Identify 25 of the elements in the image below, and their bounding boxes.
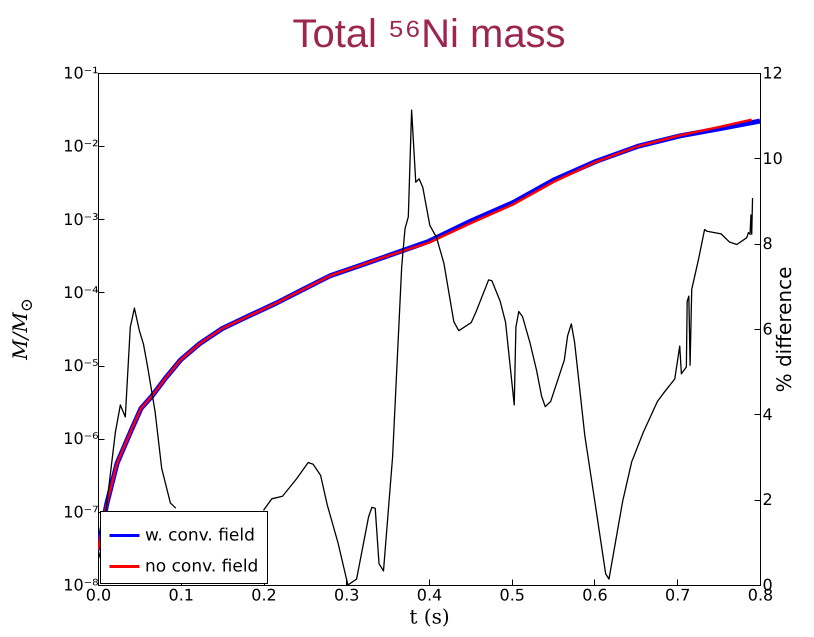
- y-tick-label: 10⁻³: [63, 210, 98, 229]
- y2-tick-label: 10: [762, 148, 783, 168]
- chart-title: Total ⁵⁶Ni mass: [292, 12, 566, 56]
- y-tick-label: 10⁻⁶: [63, 429, 98, 448]
- y2-tick-label: 12: [762, 64, 783, 82]
- x-tick-label: 0.2: [251, 586, 277, 604]
- y-tick-label: 10⁻⁵: [63, 356, 98, 376]
- legend-label: w. conv. field: [145, 526, 255, 546]
- legend-label: no conv. field: [145, 556, 258, 576]
- y2-tick-label: 8: [762, 234, 773, 254]
- x-tick-label: 0.5: [500, 586, 525, 604]
- x-axis-title: t (s): [409, 604, 450, 628]
- y2-tick-label: 4: [762, 404, 773, 424]
- y-tick-label: 10⁻⁷: [63, 502, 98, 522]
- y2-axis-title: % difference: [772, 266, 796, 392]
- y-tick-label: 10⁻¹: [63, 64, 98, 82]
- x-tick-label: 0.1: [168, 586, 194, 604]
- x-tick-label: 0.7: [665, 586, 690, 604]
- x-tick-label: 0.3: [334, 586, 360, 604]
- y-tick-label: 10⁻²: [63, 136, 98, 156]
- y2-tick-label: 2: [762, 490, 773, 510]
- y2-tick-label: 6: [762, 320, 773, 338]
- x-tick-label: 0.6: [582, 586, 608, 604]
- x-tick-label: 0.4: [416, 586, 442, 604]
- y-tick-label: 10⁻⁴: [63, 282, 98, 302]
